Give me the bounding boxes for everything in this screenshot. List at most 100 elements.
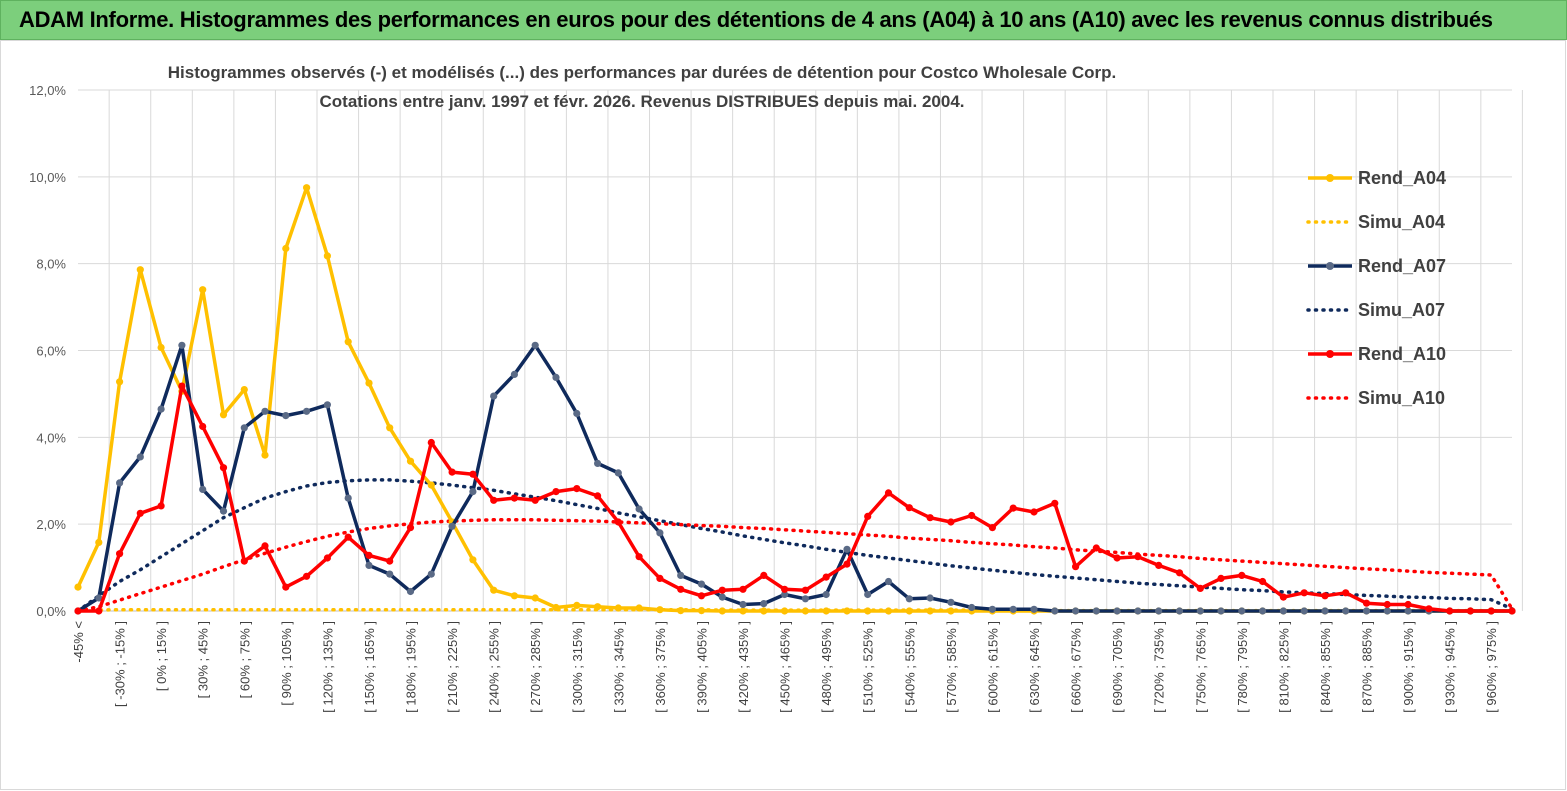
data-point-Rend_A07 [1072,607,1080,615]
x-tick-label: [ 330% ; 345% ] [611,621,626,713]
data-point-Rend_A07 [261,407,269,415]
data-point-Rend_A10 [427,438,435,447]
x-tick-label: [ 150% ; 165% ] [362,621,377,713]
data-point-Rend_A07 [1321,607,1329,615]
data-point-Rend_A10 [1279,593,1287,601]
data-point-Rend_A04 [261,451,269,459]
data-point-Rend_A10 [469,470,477,478]
data-point-Rend_A04 [344,338,352,346]
x-tick-label: [ 120% ; 135% ] [320,621,335,713]
legend-label-Rend_A10: Rend_A10 [1358,344,1446,364]
legend-marker-Rend_A07 [1326,262,1334,270]
data-point-Rend_A10 [386,557,394,565]
x-tick-label: [ 870% ; 885% ] [1360,621,1375,713]
data-point-Rend_A10 [1404,600,1412,609]
data-point-Rend_A07 [864,590,872,599]
data-point-Rend_A07 [573,409,581,418]
data-point-Rend_A07 [323,401,331,409]
data-point-Rend_A10 [718,586,726,594]
data-point-Rend_A10 [510,494,518,502]
chart-subtitle: Cotations entre janv. 1997 et févr. 2026… [320,92,965,111]
data-point-Rend_A10 [261,542,269,550]
data-point-Rend_A07 [95,594,103,602]
series-layer [74,184,1516,615]
data-point-Rend_A10 [178,382,186,390]
x-tick-label: [ 90% ; 105% ] [279,621,294,706]
data-point-Rend_A10 [531,496,539,504]
data-point-Rend_A07 [406,587,415,596]
y-tick-label: 2,0% [36,517,66,532]
x-tick-label: [ 240% ; 255% ] [487,621,502,713]
data-point-Rend_A10 [864,512,872,520]
data-point-Rend_A07 [427,570,435,578]
data-point-Rend_A10 [1196,584,1204,593]
x-tick-label: [ 300% ; 315% ] [570,621,585,713]
data-point-Rend_A04 [303,184,311,192]
legend-label-Simu_A10: Simu_A10 [1358,388,1445,408]
data-point-Rend_A10 [594,492,602,500]
data-point-Rend_A04 [864,607,872,615]
data-point-Rend_A07 [240,424,248,432]
data-point-Rend_A04 [822,607,830,615]
series-line-Simu_A10 [76,518,1514,613]
data-point-Rend_A07 [1383,607,1391,615]
data-point-Rend_A10 [1009,504,1017,512]
data-point-Rend_A10 [1487,607,1495,615]
data-point-Rend_A07 [219,507,228,515]
data-point-Rend_A04 [677,607,685,615]
data-point-Rend_A07 [448,522,456,530]
data-point-Rend_A04 [406,457,415,465]
data-point-Rend_A07 [1300,607,1308,615]
data-point-Rend_A04 [718,607,726,615]
data-point-Rend_A10 [801,586,810,594]
legend-label-Rend_A07: Rend_A07 [1358,256,1446,276]
chart-title: Histogrammes observés (-) et modélisés (… [168,63,1116,82]
data-point-Rend_A07 [781,590,789,599]
data-point-Rend_A10 [843,560,851,568]
x-tick-label: [ 570% ; 585% ] [944,621,959,713]
y-axis-ticks: 0,0% 2,0% 4,0% 6,0% 8,0% 10,0% 12,0% [29,83,66,619]
y-tick-label: 10,0% [29,170,66,185]
y-tick-label: 0,0% [36,604,66,619]
data-point-Rend_A04 [656,606,664,614]
data-point-Rend_A07 [656,529,664,537]
data-point-Rend_A10 [656,574,664,583]
report-banner: ADAM Informe. Histogrammes des performan… [0,0,1567,40]
histogram-chart: 0,0% 2,0% 4,0% 6,0% 8,0% 10,0% 12,0% -45% < [ -… [0,40,1566,790]
data-point-Rend_A10 [573,485,581,493]
data-point-Rend_A10 [947,518,955,526]
data-point-Rend_A07 [843,545,851,553]
x-tick-label: [ 660% ; 675% ] [1069,621,1084,713]
x-tick-label: [ 810% ; 825% ] [1276,621,1291,713]
data-point-Rend_A10 [1342,589,1350,597]
data-point-Rend_A10 [365,551,373,559]
data-point-Rend_A10 [74,607,82,615]
data-point-Rend_A07 [988,605,997,613]
data-point-Rend_A10 [1259,577,1267,586]
data-point-Rend_A04 [760,607,768,615]
y-tick-label: 8,0% [36,257,66,272]
data-point-Rend_A07 [947,598,955,606]
data-point-Rend_A04 [531,594,539,602]
data-point-Rend_A04 [469,556,477,564]
data-point-Rend_A04 [697,607,706,615]
x-axis-ticks: -45% < [ -30% ; -15% ] [ 0% ; 15% ] [ 30% ;… [71,621,1499,713]
x-tick-label: [ 60% ; 75% ] [237,621,252,698]
data-point-Rend_A10 [1030,508,1038,516]
data-point-Rend_A04 [365,379,373,387]
legend-label-Rend_A04: Rend_A04 [1358,168,1446,188]
x-tick-label: [ 390% ; 405% ] [694,621,709,713]
data-point-Rend_A07 [531,341,539,349]
data-point-Rend_A10 [1446,607,1454,615]
data-point-Rend_A04 [843,607,851,615]
data-point-Rend_A07 [884,577,893,586]
data-point-Rend_A07 [1009,605,1017,613]
data-point-Rend_A07 [677,571,685,580]
data-point-Rend_A10 [552,488,560,496]
data-point-Rend_A10 [1238,571,1246,580]
data-point-Rend_A07 [1092,607,1100,615]
data-point-Rend_A07 [178,341,186,349]
data-point-Rend_A07 [1175,607,1184,615]
data-point-Rend_A04 [116,378,124,386]
data-point-Rend_A10 [1466,607,1474,615]
